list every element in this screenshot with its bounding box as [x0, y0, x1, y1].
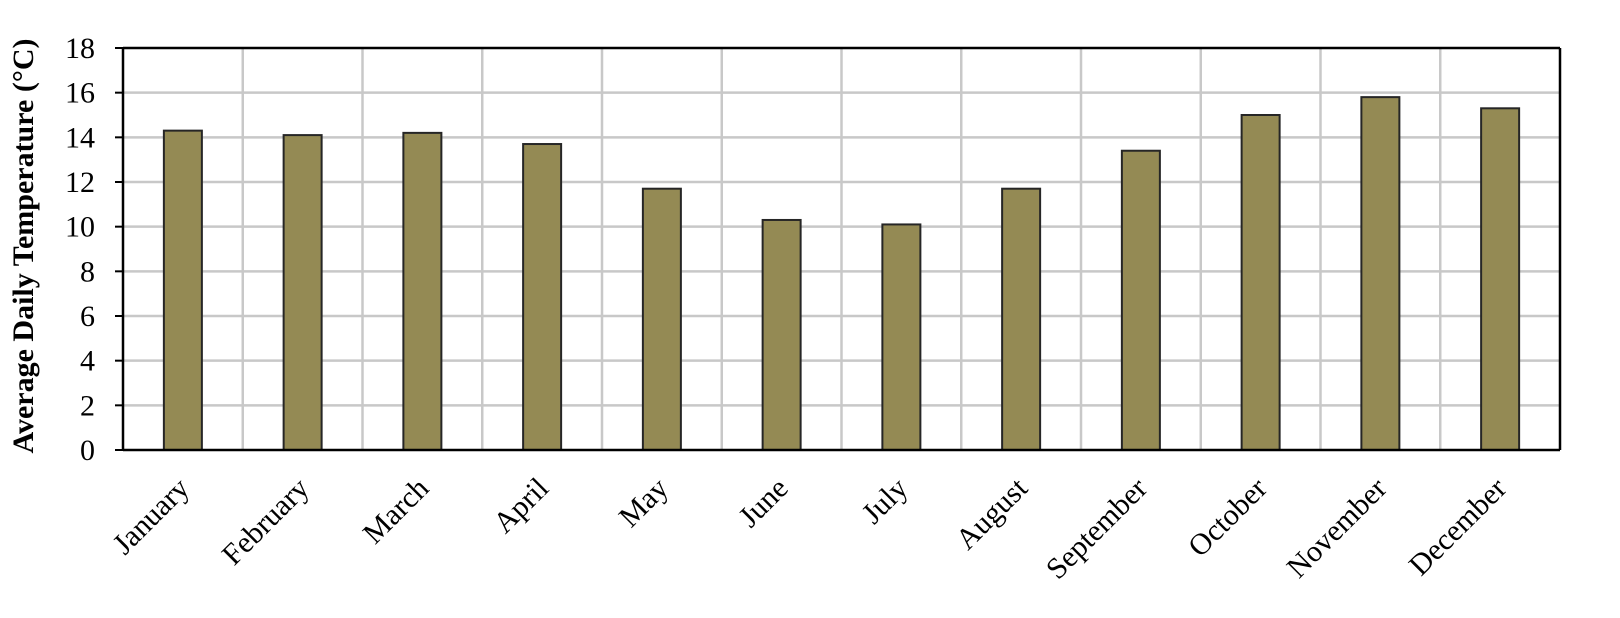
x-tick-label: November: [1280, 472, 1393, 585]
bars: [162, 96, 1521, 452]
x-tick-label: December: [1403, 472, 1513, 582]
y-tick-label: 4: [80, 345, 95, 378]
x-tick-labels: January February March April May June July Augu…: [107, 471, 1514, 586]
x-tick-label: March: [357, 472, 436, 551]
x-tick-label: August: [949, 471, 1034, 556]
bar-october: [1240, 114, 1281, 451]
y-tick-label: 12: [65, 166, 95, 199]
y-tick-labels: 0 2 4 6 8 10 12 14 16 18: [65, 32, 95, 467]
x-tick-label: January: [107, 472, 196, 561]
y-tick-label: 8: [80, 255, 95, 288]
x-tick-label: April: [487, 472, 555, 540]
bar-november: [1360, 96, 1401, 451]
bar-january: [162, 129, 203, 451]
bar-march: [402, 131, 443, 451]
x-tick-label: July: [856, 472, 915, 531]
y-tick-label: 16: [65, 77, 95, 110]
y-tick-label: 0: [80, 434, 95, 467]
bar-may: [641, 187, 682, 451]
x-tick-label: September: [1040, 472, 1154, 586]
y-tick-label: 6: [80, 300, 95, 333]
bar-december: [1480, 107, 1521, 452]
y-axis-title: Average Daily Temperature (°C): [7, 39, 40, 454]
bar-june: [761, 218, 802, 451]
x-tick-label: February: [216, 472, 316, 572]
x-tick-label: June: [732, 472, 794, 534]
bar-july: [881, 223, 922, 451]
bar-february: [282, 134, 323, 451]
x-tick-label: October: [1182, 472, 1274, 564]
y-tick-label: 14: [65, 121, 95, 154]
bar-september: [1120, 149, 1161, 451]
axes: [115, 46, 1562, 452]
x-tick-label: May: [613, 472, 675, 534]
grid-lines: [123, 48, 1560, 450]
y-tick-label: 10: [65, 211, 95, 244]
bar-april: [522, 143, 563, 452]
y-tick-label: 18: [65, 32, 95, 65]
y-tick-label: 2: [80, 389, 95, 422]
bar-august: [1001, 187, 1042, 451]
